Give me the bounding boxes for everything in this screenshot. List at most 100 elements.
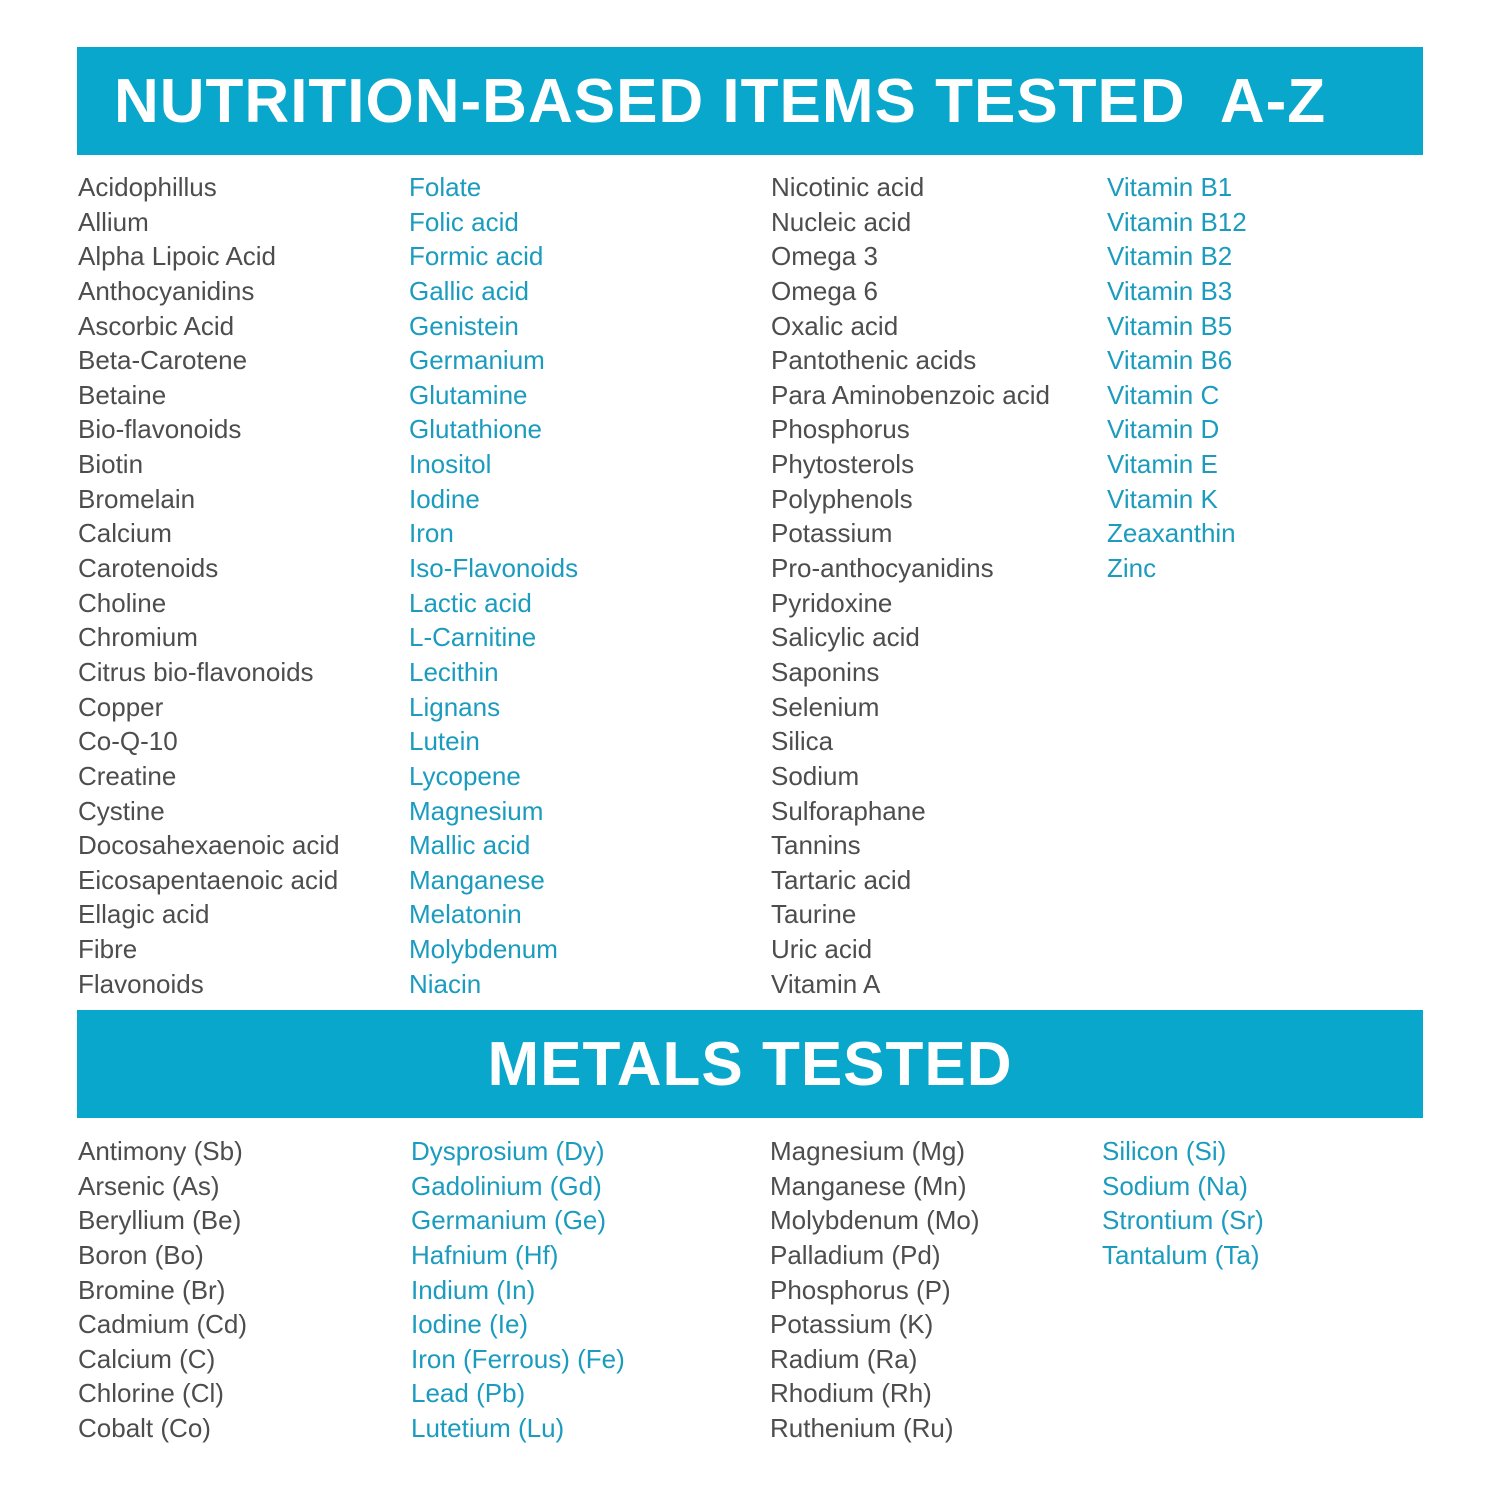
list-item: Fibre <box>78 934 138 965</box>
list-item: L-Carnitine <box>409 622 537 653</box>
list-item: Lutetium (Lu) <box>411 1413 565 1444</box>
metals-column: Magnesium (Mg) Manganese (Mn) Molybdenum (… <box>770 1134 980 1446</box>
metals-column: Silicon (Si) Sodium (Na) Strontium (Sr) Tan… <box>1102 1134 1264 1273</box>
list-item: Glutamine <box>409 379 528 410</box>
list-item: Cobalt (Co) <box>78 1413 211 1444</box>
list-item: Vitamin B5 <box>1107 310 1233 341</box>
nutrition-title: NUTRITION-BASED ITEMS TESTED A-Z <box>114 66 1327 136</box>
list-item: Rhodium (Rh) <box>770 1378 932 1409</box>
list-item: Vitamin K <box>1107 483 1218 514</box>
list-item: Pro-anthocyanidins <box>771 553 994 584</box>
list-item: Creatine <box>78 760 177 791</box>
list-item: Uric acid <box>771 934 873 965</box>
list-item: Iodine (Ie) <box>411 1309 529 1340</box>
nutrition-column: Folate Folic acid Formic acid Gallic acid Ge… <box>409 170 578 1001</box>
list-item: Lecithin <box>409 656 499 687</box>
list-item: Chlorine (Cl) <box>78 1378 224 1409</box>
list-item: Vitamin D <box>1107 414 1220 445</box>
list-item: Para Aminobenzoic acid <box>771 379 1050 410</box>
list-item: Silica <box>771 726 834 757</box>
list-item: Pantothenic acids <box>771 345 977 376</box>
list-item: Mallic acid <box>409 830 531 861</box>
list-item: Anthocyanidins <box>78 275 255 306</box>
list-item: Calcium (C) <box>78 1343 216 1374</box>
list-item: Iron <box>409 518 454 549</box>
list-item: Nicotinic acid <box>771 172 925 202</box>
list-item: Vitamin B12 <box>1107 206 1247 237</box>
list-item: Palladium (Pd) <box>770 1239 941 1270</box>
list-item: Germanium <box>409 345 545 376</box>
list-item: Chromium <box>78 622 198 653</box>
list-item: Biotin <box>78 449 144 480</box>
list-item: Nucleic acid <box>771 206 912 237</box>
list-item: Choline <box>78 587 167 618</box>
metals-title: METALS TESTED <box>487 1029 1013 1099</box>
list-item: Beryllium (Be) <box>78 1205 242 1236</box>
list-item: Dysprosium (Dy) <box>411 1136 605 1166</box>
list-item: Strontium (Sr) <box>1102 1205 1264 1236</box>
list-item: Zinc <box>1107 553 1157 584</box>
list-item: Selenium <box>771 691 880 722</box>
list-item: Folic acid <box>409 206 519 237</box>
list-item: Phosphorus (P) <box>770 1274 951 1305</box>
metals-column: Antimony (Sb) Arsenic (As) Beryllium (Be) B… <box>78 1134 247 1446</box>
list-item: Antimony (Sb) <box>78 1136 243 1166</box>
list-item: Alpha Lipoic Acid <box>78 241 277 272</box>
list-item: Phosphorus <box>771 414 910 445</box>
list-item: Germanium (Ge) <box>411 1205 607 1236</box>
list-item: Sulforaphane <box>771 795 926 826</box>
list-item: Betaine <box>78 379 167 410</box>
list-item: Tartaric acid <box>771 864 912 895</box>
list-item: Cystine <box>78 795 165 826</box>
list-item: Vitamin C <box>1107 379 1220 410</box>
list-item: Gadolinium (Gd) <box>411 1170 602 1201</box>
list-item: Magnesium <box>409 795 544 826</box>
list-item: Omega 3 <box>771 241 878 272</box>
list-item: Formic acid <box>409 241 544 272</box>
list-item: Allium <box>78 206 149 237</box>
list-item: Folate <box>409 172 482 202</box>
list-item: Calcium <box>78 518 172 549</box>
list-item: Sodium <box>771 760 860 791</box>
list-item: Omega 6 <box>771 275 878 306</box>
list-item: Carotenoids <box>78 553 219 584</box>
list-item: Tannins <box>771 830 861 861</box>
list-item: Ruthenium (Ru) <box>770 1413 954 1444</box>
list-item: Docosahexaenoic acid <box>78 830 340 861</box>
list-item: Manganese <box>409 864 545 895</box>
nutrition-column: Acidophillus Allium Alpha Lipoic Acid Antho… <box>78 170 340 1001</box>
list-item: Indium (In) <box>411 1274 536 1305</box>
list-item: Molybdenum (Mo) <box>770 1205 980 1236</box>
metals-column: Dysprosium (Dy) Gadolinium (Gd) Germanium … <box>411 1134 625 1446</box>
list-item: Polyphenols <box>771 483 913 514</box>
list-item: Boron (Bo) <box>78 1239 204 1270</box>
list-item: Flavonoids <box>78 968 204 999</box>
list-item: Acidophillus <box>78 172 217 202</box>
list-item: Saponins <box>771 656 880 687</box>
list-item: Salicylic acid <box>771 622 920 653</box>
list-item: Melatonin <box>409 899 522 930</box>
list-item: Lutein <box>409 726 480 757</box>
list-item: Vitamin B1 <box>1107 172 1233 202</box>
list-item: Arsenic (As) <box>78 1170 220 1201</box>
list-item: Bio-flavonoids <box>78 414 242 445</box>
list-item: Bromelain <box>78 483 196 514</box>
nutrition-column: Vitamin B1 Vitamin B12 Vitamin B2 Vitamin B… <box>1107 170 1247 586</box>
list-item: Oxalic acid <box>771 310 899 341</box>
list-item: Lead (Pb) <box>411 1378 526 1409</box>
list-item: Vitamin E <box>1107 449 1218 480</box>
list-item: Iron (Ferrous) (Fe) <box>411 1343 625 1374</box>
list-item: Iodine <box>409 483 480 514</box>
list-item: Lactic acid <box>409 587 532 618</box>
list-item: Radium (Ra) <box>770 1343 918 1374</box>
list-item: Manganese (Mn) <box>770 1170 967 1201</box>
metals-banner: METALS TESTED <box>77 1010 1423 1118</box>
list-item: Vitamin B6 <box>1107 345 1233 376</box>
nutrition-banner: NUTRITION-BASED ITEMS TESTED A-Z <box>77 47 1423 155</box>
list-item: Silicon (Si) <box>1102 1136 1227 1166</box>
list-item: Ellagic acid <box>78 899 210 930</box>
list-item: Hafnium (Hf) <box>411 1239 559 1270</box>
list-item: Potassium (K) <box>770 1309 934 1340</box>
list-item: Vitamin A <box>771 968 881 999</box>
list-item: Cadmium (Cd) <box>78 1309 248 1340</box>
